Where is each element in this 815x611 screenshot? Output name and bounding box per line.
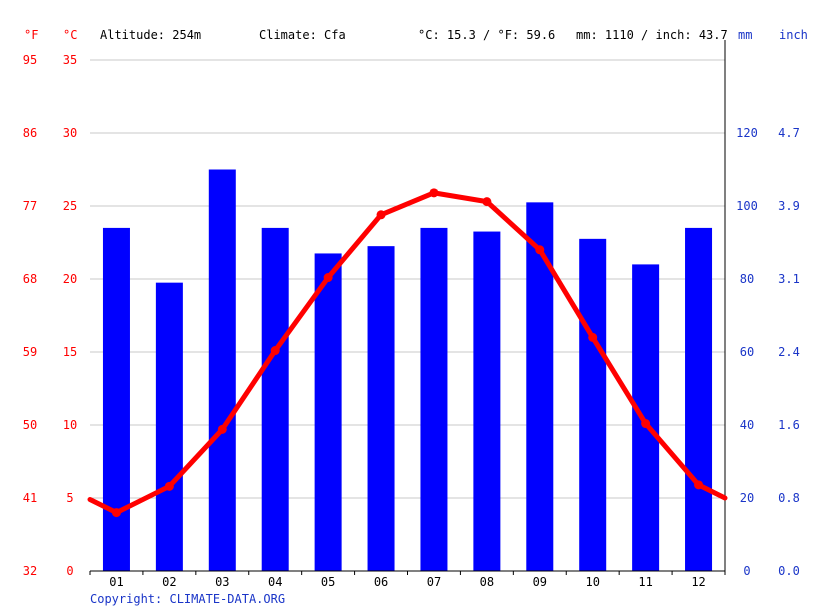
inch-tick-label: 0.8 bbox=[778, 491, 800, 505]
mm-tick-label: 100 bbox=[736, 199, 758, 213]
mm-tick-label: 0 bbox=[743, 564, 750, 578]
precipitation-bar bbox=[526, 202, 554, 571]
fahrenheit-tick-label: 95 bbox=[23, 53, 37, 67]
fahrenheit-tick-label: 41 bbox=[23, 491, 37, 505]
inch-unit-label: inch bbox=[779, 28, 808, 42]
temperature-point bbox=[164, 481, 174, 491]
mm-tick-label: 120 bbox=[736, 126, 758, 140]
mm-tick-label: 80 bbox=[740, 272, 754, 286]
celsius-unit-label: °C bbox=[63, 28, 78, 42]
inch-tick-label: 3.1 bbox=[778, 272, 800, 286]
celsius-tick-label: 5 bbox=[66, 491, 73, 505]
temperature-point bbox=[376, 210, 386, 220]
temperature-point bbox=[429, 188, 439, 198]
precipitation-bar bbox=[155, 282, 183, 571]
climate-label: Climate: Cfa bbox=[259, 28, 346, 42]
temperature-point bbox=[323, 273, 333, 283]
mm-tick-label: 40 bbox=[740, 418, 754, 432]
inch-tick-label: 0.0 bbox=[778, 564, 800, 578]
fahrenheit-tick-label: 86 bbox=[23, 126, 37, 140]
temperature-point bbox=[535, 245, 545, 255]
precipitation-bar bbox=[314, 253, 342, 571]
temperature-average-label: °C: 15.3 / °F: 59.6 bbox=[418, 28, 556, 42]
month-label: 04 bbox=[268, 575, 282, 589]
copyright-label[interactable]: Copyright: CLIMATE-DATA.ORG bbox=[90, 592, 286, 606]
celsius-tick-label: 35 bbox=[63, 53, 77, 67]
fahrenheit-unit-label: °F bbox=[24, 28, 39, 42]
precipitation-average-label: mm: 1110 / inch: 43.7 bbox=[576, 28, 728, 42]
month-label: 01 bbox=[109, 575, 123, 589]
precipitation-bar bbox=[685, 227, 713, 571]
temperature-point bbox=[270, 346, 280, 356]
inch-tick-label: 1.6 bbox=[778, 418, 800, 432]
mm-tick-label: 60 bbox=[740, 345, 754, 359]
temperature-line bbox=[87, 190, 728, 516]
temperature-point bbox=[588, 332, 598, 342]
month-label: 07 bbox=[427, 575, 441, 589]
precipitation-bar bbox=[632, 264, 660, 571]
fahrenheit-tick-label: 50 bbox=[23, 418, 37, 432]
precipitation-bar bbox=[579, 238, 607, 571]
celsius-tick-label: 0 bbox=[66, 564, 73, 578]
temperature-point bbox=[217, 424, 227, 434]
fahrenheit-tick-label: 32 bbox=[23, 564, 37, 578]
fahrenheit-tick-label: 59 bbox=[23, 345, 37, 359]
precipitation-bar bbox=[367, 246, 395, 571]
month-label: 12 bbox=[691, 575, 705, 589]
inch-tick-label: 2.4 bbox=[778, 345, 800, 359]
mm-unit-label: mm bbox=[738, 28, 753, 42]
precipitation-bar bbox=[208, 169, 236, 571]
month-label: 03 bbox=[215, 575, 229, 589]
celsius-tick-label: 15 bbox=[63, 345, 77, 359]
month-label: 10 bbox=[585, 575, 599, 589]
month-label: 08 bbox=[480, 575, 494, 589]
inch-tick-label: 4.7 bbox=[778, 126, 800, 140]
temperature-point bbox=[482, 197, 492, 207]
fahrenheit-tick-label: 77 bbox=[23, 199, 37, 213]
month-label: 06 bbox=[374, 575, 388, 589]
celsius-tick-label: 25 bbox=[63, 199, 77, 213]
precipitation-bar bbox=[420, 227, 448, 571]
precipitation-bar bbox=[102, 227, 130, 571]
precipitation-bar bbox=[473, 231, 501, 572]
altitude-label: Altitude: 254m bbox=[100, 28, 202, 42]
temperature-point bbox=[694, 480, 704, 490]
celsius-tick-label: 20 bbox=[63, 272, 77, 286]
celsius-tick-label: 10 bbox=[63, 418, 77, 432]
fahrenheit-tick-label: 68 bbox=[23, 272, 37, 286]
temperature-point bbox=[641, 419, 651, 429]
month-label: 09 bbox=[533, 575, 547, 589]
month-label: 05 bbox=[321, 575, 335, 589]
inch-tick-label: 3.9 bbox=[778, 199, 800, 213]
month-label: 02 bbox=[162, 575, 176, 589]
mm-tick-label: 20 bbox=[740, 491, 754, 505]
precipitation-bar bbox=[261, 227, 289, 571]
temperature-point bbox=[111, 508, 121, 518]
celsius-tick-label: 30 bbox=[63, 126, 77, 140]
month-label: 11 bbox=[638, 575, 652, 589]
